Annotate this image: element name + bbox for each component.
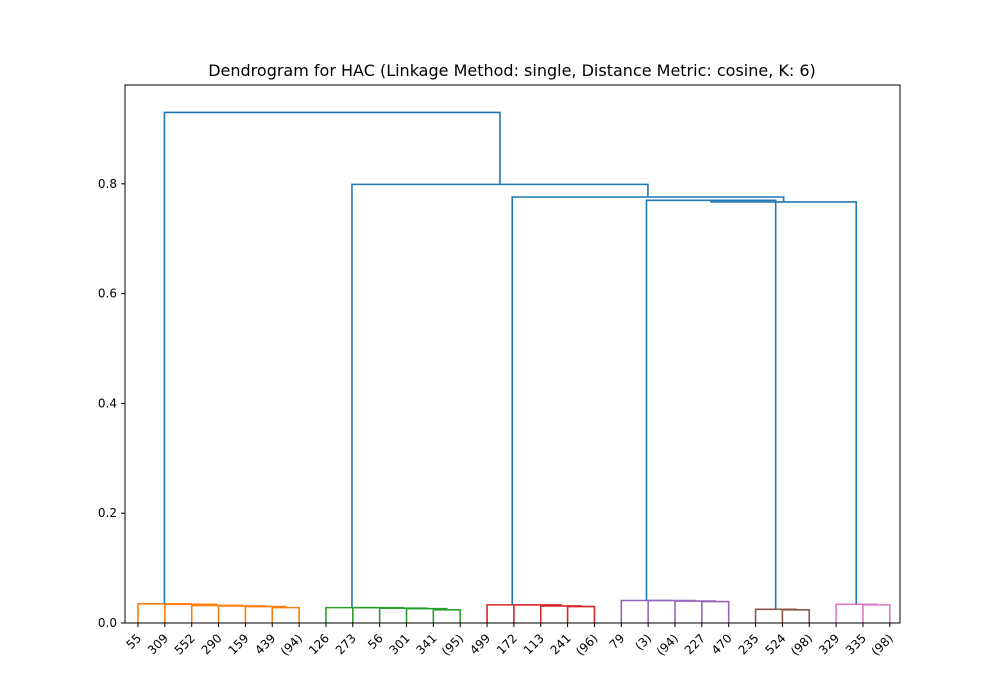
cluster-link: [190, 604, 243, 623]
cluster-link: [701, 600, 730, 623]
leaf-label: (94): [654, 631, 681, 658]
leaf-label: (98): [869, 631, 896, 658]
leaf-label: 329: [816, 631, 842, 657]
upper-link: [710, 200, 858, 605]
leaf-label: 172: [494, 631, 520, 657]
leaf-label: 273: [333, 631, 359, 657]
x-axis: 55 309 552 290 159 439 (94) 126 273 56 301 341 (95) 4…: [123, 623, 896, 659]
leaf-label: 241: [548, 631, 574, 657]
cluster-link: [137, 602, 192, 623]
leaf-label: (95): [439, 631, 466, 658]
leaf-label: (3): [632, 631, 654, 653]
leaf-label: 309: [145, 631, 171, 657]
leaf-label: 335: [843, 631, 869, 657]
y-axis: 0.0 0.2 0.4 0.6 0.8: [98, 177, 125, 630]
cluster-link: [217, 605, 267, 623]
cluster-link: [539, 605, 582, 623]
leaf-label: 235: [736, 631, 762, 657]
cluster-link: [325, 606, 378, 623]
leaf-label: 341: [413, 631, 439, 657]
upper-link: [511, 196, 785, 605]
dendrogram-links: [137, 111, 891, 623]
cluster-link: [352, 606, 404, 623]
cluster-link: [647, 599, 696, 623]
leaf-label: 126: [306, 631, 332, 657]
leaf-label: (94): [278, 631, 305, 658]
leaf-label: (96): [573, 631, 600, 658]
leaf-label: (98): [788, 631, 815, 658]
leaf-label: 439: [252, 631, 278, 657]
y-tick-label: 0.8: [98, 177, 117, 191]
leaf-label: 499: [467, 631, 493, 657]
leaf-label: 159: [225, 631, 251, 657]
y-tick-label: 0.6: [98, 287, 117, 301]
leaf-label: 552: [172, 631, 198, 657]
cluster-link: [486, 604, 538, 623]
leaf-label: 55: [123, 631, 144, 652]
cluster-link: [754, 608, 797, 623]
cluster-link: [244, 605, 287, 623]
cluster-link: [566, 605, 596, 623]
cluster-link: [432, 609, 461, 623]
y-tick-label: 0.2: [98, 506, 117, 520]
leaf-label: 113: [521, 631, 547, 657]
upper-link: [351, 183, 649, 608]
leaf-label: 290: [199, 631, 225, 657]
cluster-link: [271, 606, 300, 623]
cluster-link: [781, 609, 811, 623]
y-tick-label: 0.0: [98, 616, 117, 630]
leaf-label: 524: [762, 631, 788, 657]
cluster-link: [513, 604, 562, 623]
cluster-link: [405, 607, 448, 623]
cluster-link: [164, 603, 218, 623]
cluster-link: [674, 600, 717, 623]
leaf-label: 301: [387, 631, 413, 657]
leaf-label: 56: [365, 631, 386, 652]
upper-link: [645, 199, 777, 610]
cluster-link: [620, 599, 672, 623]
chart-title: Dendrogram for HAC (Linkage Method: sing…: [208, 61, 816, 80]
cluster-link: [835, 603, 878, 623]
y-tick-label: 0.4: [98, 396, 117, 410]
cluster-link: [378, 607, 428, 623]
upper-link: [163, 111, 501, 604]
cluster-link: [862, 604, 891, 623]
leaf-label: 470: [709, 631, 735, 657]
leaf-label: 227: [682, 631, 708, 657]
plot-frame: [124, 84, 901, 624]
leaf-label: 79: [607, 631, 628, 652]
